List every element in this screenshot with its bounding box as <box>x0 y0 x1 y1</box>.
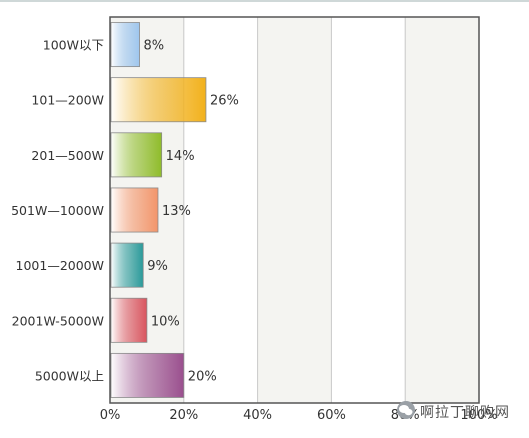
watermark-text: 啊拉丁聊购网 <box>420 405 510 421</box>
bar <box>110 132 163 178</box>
category-label: 201—500W <box>31 148 104 163</box>
value-label: 20% <box>188 369 217 384</box>
value-label: 9% <box>147 259 168 274</box>
value-label: 8% <box>144 39 165 54</box>
watermark: 啊拉丁聊购网 <box>396 400 510 424</box>
wechat-icon <box>396 401 416 422</box>
x-tick-label: 40% <box>243 408 272 423</box>
x-tick-label: 0% <box>100 408 121 423</box>
bars-group <box>110 22 207 398</box>
top-divider <box>0 0 529 2</box>
category-label: 501W—1000W <box>11 203 104 218</box>
grid-band <box>257 17 332 403</box>
bar <box>110 242 144 288</box>
category-labels: 100W以下 101—200W 201—500W 501W—1000W 1001—200… <box>11 38 104 384</box>
grid-band <box>405 17 479 403</box>
x-tick-label: 60% <box>317 408 346 423</box>
category-label: 2001W-5000W <box>12 313 104 328</box>
bar <box>110 352 185 398</box>
value-label: 10% <box>151 314 180 329</box>
value-label: 13% <box>162 204 191 219</box>
value-labels: 8% 26% 14% 13% 9% 10% 20% <box>144 39 239 385</box>
category-label: 100W以下 <box>43 38 104 53</box>
plot-frame <box>109 16 480 404</box>
bar <box>110 297 148 343</box>
bar <box>110 187 159 233</box>
grid-band <box>331 17 406 403</box>
gridlines <box>183 17 406 403</box>
grid-band <box>183 17 258 403</box>
category-label: 1001—2000W <box>16 258 104 273</box>
bar <box>110 77 207 123</box>
x-tick-label: 100% <box>460 408 497 423</box>
category-label: 101—200W <box>31 93 104 108</box>
category-label: 5000W以上 <box>35 368 104 383</box>
value-label: 26% <box>210 94 239 109</box>
bar <box>110 22 140 68</box>
value-label: 14% <box>166 149 195 164</box>
x-tick-label: 20% <box>169 408 198 423</box>
